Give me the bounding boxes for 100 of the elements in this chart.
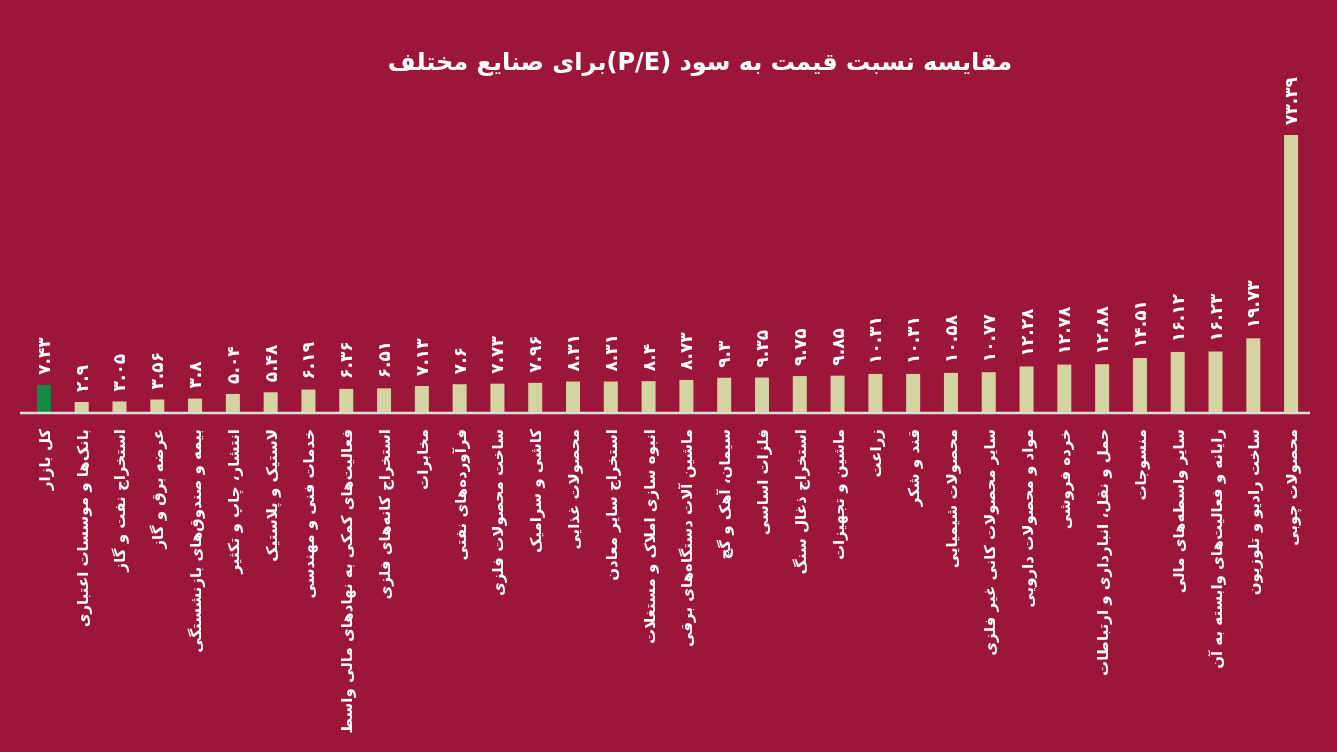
x-tick-label: ساخت محصولات فلزی (489, 429, 508, 597)
bar (792, 376, 807, 413)
data-label: ۷.۷۳ (487, 335, 508, 374)
bar (1132, 358, 1147, 413)
x-tick-label: حمل و نقل، انبارداری و ارتباطات (1094, 429, 1113, 676)
data-label: ۸.۴ (638, 343, 659, 372)
data-label: ۲.۹ (71, 364, 92, 393)
data-label: ۵.۴۸ (260, 344, 281, 383)
x-tick-label: فلزات اساسی (753, 429, 772, 536)
x-tick-label: بانک‌ها و موسسات اعتباری (73, 429, 92, 628)
data-label: ۱۶.۱۲ (1167, 293, 1188, 342)
bar (1284, 135, 1299, 413)
data-label: ۱۲.۲۸ (1016, 307, 1037, 357)
x-tick-label: محصولات شیمیایی (942, 429, 961, 569)
x-tick-label: استخراج نفت و گاز (111, 429, 130, 573)
x-tick-label: سایر واسطه‌های مالی (1169, 429, 1188, 594)
x-tick-label: استخراج سایر معادن (602, 429, 621, 581)
bar (528, 382, 543, 413)
data-label: ۱۹.۷۳ (1243, 279, 1264, 329)
data-label: ۹.۳۵ (751, 329, 772, 368)
x-tick-label: ماشین آلات دستگاه‌های برقی (678, 429, 697, 647)
x-tick-label: فعالیت‌های کمکی به نهادهای مالی واسط (338, 429, 357, 734)
x-tick-label: فرآورده‌های نفتی (451, 429, 470, 561)
bar (36, 384, 51, 413)
x-tick-label: کاشی و سرامیک (527, 428, 546, 554)
data-label: ۸.۷۳ (676, 331, 697, 370)
bar (339, 388, 354, 413)
data-label: ۸.۳۱ (600, 333, 621, 372)
data-label: ۱۰.۷۷ (978, 313, 999, 363)
data-label: ۶.۱۹ (298, 341, 319, 380)
bar (452, 384, 467, 413)
bar (1170, 351, 1185, 413)
data-label: ۶.۳۶ (336, 341, 357, 379)
bar (112, 401, 127, 413)
x-tick-label: انبوه سازی املاک و مستغلات (640, 429, 659, 644)
data-label: ۷.۱۳ (411, 337, 432, 376)
bar (1208, 351, 1223, 413)
data-label: ۱۴.۵۱ (1129, 300, 1150, 349)
bar (641, 381, 656, 413)
x-tick-label: عرضه برق و گاز (149, 429, 168, 550)
x-tick-label: قند و شکر (905, 429, 924, 508)
data-label: ۵.۰۴ (222, 346, 243, 384)
bar (74, 402, 89, 413)
bar (1246, 338, 1261, 413)
data-label: ۷.۴۳ (33, 336, 54, 375)
bar (679, 379, 694, 413)
data-label: ۳.۰۵ (109, 353, 130, 392)
bar (906, 373, 921, 413)
x-tick-label: ماشین و تجهیزات (829, 429, 848, 561)
x-tick-label: لاستیک و پلاستیک (262, 429, 282, 562)
x-tick-label: محصولات چوبی (1283, 429, 1303, 546)
data-label: ۱۰.۵۸ (940, 314, 961, 363)
data-label: ۷.۹۶ (525, 335, 546, 373)
data-label: ۱۰.۳۱ (903, 315, 924, 364)
x-tick-label: انتشار، چاپ و تکثیر (224, 429, 244, 575)
bar (301, 389, 316, 413)
x-tick-label: مخابرات (413, 429, 432, 490)
bar (1095, 364, 1110, 413)
bar (263, 392, 278, 413)
data-label: ۷.۶ (449, 346, 470, 375)
bar (188, 398, 203, 413)
bar (868, 373, 883, 413)
data-label: ۱۲.۸۸ (1092, 305, 1113, 355)
chart-title: مقایسه نسبت قیمت به سود (P/E)برای صنایع مختلف (387, 48, 1013, 76)
x-tick-label: خرده فروشی (1056, 429, 1075, 530)
x-tick-label: زراعت (867, 429, 886, 478)
x-tick-label: محصولات غذایی (565, 429, 584, 550)
bar (754, 377, 769, 413)
bar (981, 372, 996, 413)
data-label: ۳.۵۶ (147, 351, 168, 390)
x-tick-label: سایر محصولات کانی غیر فلزی (980, 429, 999, 656)
bar (225, 393, 240, 413)
x-tick-label: مواد و محصولات دارویی (1018, 429, 1037, 608)
data-label: ۱۲.۷۸ (1054, 306, 1075, 355)
bar (377, 388, 392, 413)
x-tick-label: بیمه و صندوق‌های بازنشستگی (187, 429, 206, 653)
x-tick-label: ساخت رادیو و تلوزیون (1245, 429, 1264, 596)
data-label: ۳.۸ (185, 360, 206, 389)
bar (414, 385, 429, 413)
x-tick-label: استخراج کانه‌های فلزی (376, 429, 395, 600)
data-label: ۹.۳ (714, 339, 735, 368)
bar (490, 383, 505, 413)
x-tick-label: منسوجات (1131, 429, 1150, 501)
data-label: ۱۰.۳۱ (865, 315, 886, 364)
data-label: ۹.۷۵ (789, 328, 810, 367)
x-tick-label: کل بازار (35, 428, 54, 492)
data-label: ۹.۸۵ (827, 328, 848, 366)
bar (603, 381, 618, 413)
bar (1057, 364, 1072, 413)
bar (717, 377, 732, 413)
data-label: ۸.۳۱ (563, 333, 584, 372)
x-tick-label: استخراج ذغال سنگ (791, 429, 810, 575)
bar (566, 381, 581, 413)
bar (830, 375, 845, 413)
bar (943, 372, 958, 413)
data-label: ۷۳.۳۹ (1281, 76, 1302, 125)
x-tick-label: سیمان، آهک و گچ (716, 429, 735, 560)
data-label: ۶.۵۱ (374, 340, 395, 379)
bar (1019, 366, 1034, 413)
x-tick-label: رایانه و فعالیت‌های وابسته به آن (1207, 429, 1226, 669)
